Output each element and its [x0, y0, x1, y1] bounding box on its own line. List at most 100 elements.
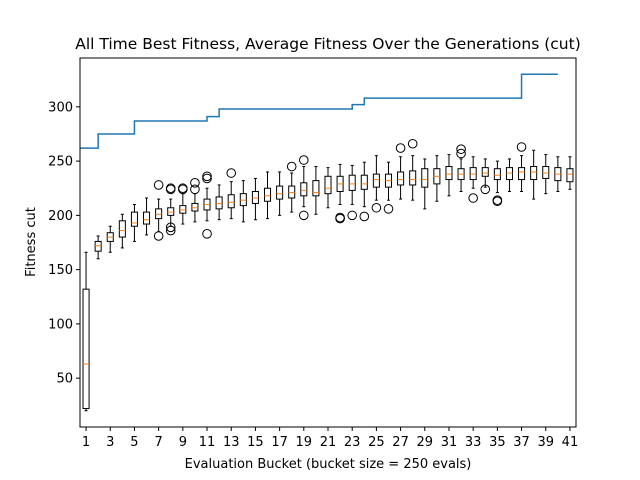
x-tick-label: 35	[489, 435, 506, 450]
x-tick-label: 13	[223, 435, 240, 450]
iqr-box	[372, 173, 380, 188]
box-28	[407, 138, 418, 201]
chart-title: All Time Best Fitness, Average Fitness O…	[75, 35, 581, 53]
x-tick-label: 29	[417, 435, 434, 450]
y-axis-label: Fitness cut	[24, 207, 39, 277]
iqr-box	[130, 211, 138, 227]
iqr-box	[191, 202, 199, 212]
box-40	[554, 156, 562, 192]
x-tick-label: 11	[199, 435, 216, 450]
box-11	[202, 171, 212, 239]
outlier-point	[165, 222, 176, 233]
outlier-point	[286, 161, 297, 172]
outlier-point	[371, 202, 382, 213]
box-19	[299, 155, 309, 221]
iqr-box	[542, 166, 550, 179]
box-6	[143, 197, 151, 236]
box-25	[371, 155, 382, 213]
iqr-box	[276, 185, 284, 200]
x-tick-label: 33	[465, 435, 482, 450]
box-39	[542, 154, 550, 195]
iqr-box	[324, 175, 332, 195]
box-24	[359, 161, 370, 222]
x-tick-label: 37	[513, 435, 530, 450]
best-fitness-line	[80, 73, 558, 149]
outlier-point	[468, 193, 478, 203]
iqr-box	[409, 170, 417, 186]
outlier-point	[190, 178, 200, 188]
outlier-point	[299, 155, 309, 165]
iqr-box	[239, 193, 247, 207]
y-tick-label: 250	[48, 155, 73, 170]
outlier-point	[359, 211, 370, 222]
x-tick-label: 31	[441, 435, 458, 450]
box-26	[383, 161, 394, 214]
x-tick-label: 19	[296, 435, 313, 450]
outlier-point	[190, 184, 200, 195]
iqr-box	[481, 167, 489, 177]
iqr-box	[179, 205, 187, 214]
iqr-box	[94, 240, 102, 252]
box-12	[215, 184, 223, 221]
box-5	[130, 204, 138, 242]
iqr-box	[227, 194, 235, 209]
iqr-box	[421, 168, 429, 188]
x-axis-label: Evaluation Bucket (bucket size = 250 eva…	[185, 457, 472, 472]
box-21	[324, 167, 332, 209]
box-8	[165, 183, 176, 236]
iqr-box	[300, 182, 308, 197]
iqr-box	[360, 174, 368, 190]
iqr-box	[493, 168, 501, 181]
outlier-point	[202, 171, 212, 182]
y-tick-label: 200	[48, 209, 73, 224]
iqr-box	[348, 174, 356, 191]
box-36	[505, 158, 513, 192]
iqr-box	[505, 167, 513, 181]
box-14	[239, 180, 247, 223]
box-15	[251, 177, 259, 221]
y-tick-label: 100	[48, 317, 73, 332]
outlier-point	[153, 231, 164, 241]
outlier-point	[153, 180, 164, 190]
box-3	[106, 225, 114, 253]
x-tick-label: 3	[106, 435, 114, 450]
outlier-point	[516, 142, 527, 152]
iqr-box	[530, 166, 538, 181]
box-16	[263, 171, 272, 220]
box-18	[286, 161, 297, 213]
box-22	[335, 163, 345, 224]
outlier-point	[492, 195, 503, 205]
box-31	[445, 154, 453, 197]
x-tick-label: 17	[271, 435, 288, 450]
outlier-point	[383, 204, 394, 214]
x-tick-label: 27	[392, 435, 409, 450]
x-tick-label: 23	[344, 435, 361, 450]
outlier-point	[335, 212, 345, 223]
box-37	[516, 142, 527, 192]
box-35	[492, 160, 503, 207]
iqr-box	[143, 211, 151, 225]
box-17	[276, 171, 284, 216]
iqr-box	[251, 190, 259, 204]
outlier-point	[165, 183, 176, 194]
outlier-point	[165, 225, 176, 236]
outlier-point	[299, 210, 309, 221]
iqr-box	[167, 207, 175, 216]
box-2	[94, 235, 102, 260]
box-20	[312, 166, 320, 215]
x-tick-label: 7	[154, 435, 162, 450]
iqr-box	[469, 167, 477, 181]
y-tick-label: 300	[48, 100, 73, 115]
x-tick-label: 15	[247, 435, 264, 450]
box-41	[566, 156, 574, 190]
outlier-point	[480, 184, 491, 195]
box-10	[190, 178, 200, 223]
box-38	[530, 149, 538, 200]
outlier-point	[407, 138, 418, 149]
x-tick-label: 25	[368, 435, 385, 450]
iqr-box	[288, 185, 296, 199]
box-23	[347, 164, 357, 221]
box-33	[468, 156, 478, 203]
